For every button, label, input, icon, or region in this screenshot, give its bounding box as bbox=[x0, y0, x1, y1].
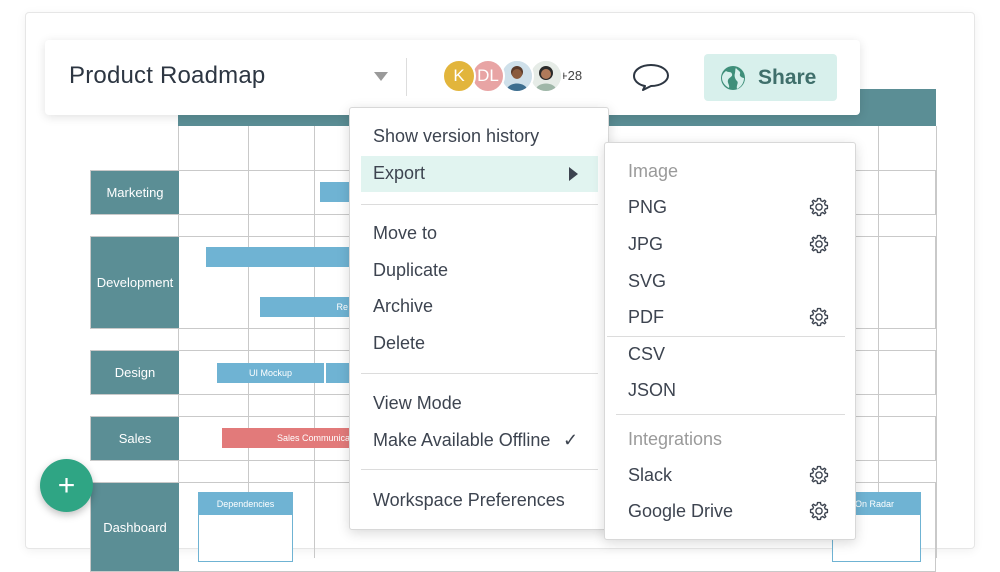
menu-item-duplicate[interactable]: Duplicate bbox=[373, 260, 449, 280]
share-label: Share bbox=[758, 65, 817, 89]
lane-label: Marketing bbox=[91, 171, 179, 214]
export-jpg[interactable]: JPG bbox=[628, 234, 664, 254]
menu-item-archive[interactable]: Archive bbox=[373, 296, 434, 316]
export-svg[interactable]: SVG bbox=[628, 271, 667, 291]
menu-item-show-version-history[interactable]: Show version history bbox=[373, 126, 540, 146]
export-google-drive[interactable]: Google Drive bbox=[628, 501, 734, 521]
export-png[interactable]: PNG bbox=[628, 197, 668, 217]
divider bbox=[607, 336, 845, 337]
divider bbox=[361, 204, 598, 205]
lane-label: Design bbox=[91, 351, 179, 394]
menu-item-export-highlight[interactable] bbox=[361, 156, 598, 192]
export-csv[interactable]: CSV bbox=[628, 344, 666, 364]
more-collaborators-count[interactable]: +28 bbox=[560, 68, 583, 83]
chevron-down-icon[interactable] bbox=[374, 72, 388, 81]
menu-item-workspace-preferences[interactable]: Workspace Preferences bbox=[373, 490, 565, 510]
menu-item-export[interactable]: Export bbox=[373, 163, 426, 183]
submenu-header-image: Image bbox=[628, 161, 679, 181]
gear-icon[interactable] bbox=[808, 196, 830, 218]
comment-icon[interactable] bbox=[631, 62, 671, 92]
menu-item-move-to[interactable]: Move to bbox=[373, 223, 438, 243]
grid-line bbox=[178, 126, 179, 558]
document-title[interactable]: Product Roadmap bbox=[69, 62, 266, 89]
document-header: Product Roadmap K DL +28 Share bbox=[45, 40, 860, 115]
export-json[interactable]: JSON bbox=[628, 380, 677, 400]
avatar-initial: K bbox=[453, 66, 465, 85]
task-label: Sales Communicati bbox=[277, 433, 350, 443]
divider bbox=[616, 414, 845, 415]
avatar[interactable] bbox=[529, 59, 563, 93]
gear-icon[interactable] bbox=[808, 500, 830, 522]
divider bbox=[406, 58, 407, 96]
share-button[interactable]: Share bbox=[704, 54, 837, 101]
add-button[interactable]: + bbox=[40, 459, 93, 512]
avatar[interactable]: DL bbox=[471, 59, 505, 93]
person-icon bbox=[502, 61, 532, 91]
grid-line bbox=[936, 126, 937, 558]
dependencies-card[interactable]: Dependencies bbox=[198, 492, 293, 562]
export-pdf[interactable]: PDF bbox=[628, 307, 664, 327]
chevron-right-icon bbox=[569, 167, 578, 181]
task-bar[interactable] bbox=[206, 247, 350, 267]
menu-item-make-available-offline[interactable]: Make Available Offline bbox=[373, 430, 551, 450]
checkmark-icon: ✓ bbox=[563, 430, 579, 450]
lane-label: Sales bbox=[91, 417, 179, 460]
avatar[interactable]: K bbox=[442, 59, 476, 93]
menu-item-delete[interactable]: Delete bbox=[373, 333, 426, 353]
task-bar[interactable] bbox=[326, 363, 350, 383]
divider bbox=[361, 469, 598, 470]
grid-line bbox=[248, 126, 249, 558]
grid-line bbox=[878, 126, 879, 558]
gear-icon[interactable] bbox=[808, 233, 830, 255]
avatar-initial: DL bbox=[477, 66, 499, 85]
divider bbox=[361, 373, 598, 374]
plus-icon: + bbox=[57, 468, 76, 502]
avatar[interactable] bbox=[500, 59, 534, 93]
task-label: Re bbox=[336, 302, 348, 312]
task-bar-sales-communication[interactable]: Sales Communicati bbox=[222, 428, 350, 448]
lane-label: Dashboard bbox=[91, 483, 179, 571]
task-bar[interactable] bbox=[320, 182, 350, 202]
person-icon bbox=[531, 61, 561, 91]
export-slack[interactable]: Slack bbox=[628, 465, 673, 485]
export-submenu: Image PNG JPG SVG PDF CSV JSON Integrati… bbox=[604, 142, 856, 540]
menu-item-view-mode[interactable]: View Mode bbox=[373, 393, 462, 413]
submenu-header-integrations: Integrations bbox=[628, 429, 723, 449]
lane-label: Development bbox=[91, 237, 179, 328]
gear-icon[interactable] bbox=[808, 306, 830, 328]
task-bar[interactable]: Re bbox=[260, 297, 350, 317]
task-bar-ui-mockup[interactable]: UI Mockup bbox=[217, 363, 324, 383]
card-title: Dependencies bbox=[199, 493, 292, 515]
globe-icon bbox=[721, 65, 745, 90]
document-menu: Show version history Export Move to Dupl… bbox=[349, 107, 609, 530]
grid-line bbox=[314, 126, 315, 558]
task-label: UI Mockup bbox=[248, 368, 292, 378]
gear-icon[interactable] bbox=[808, 464, 830, 486]
